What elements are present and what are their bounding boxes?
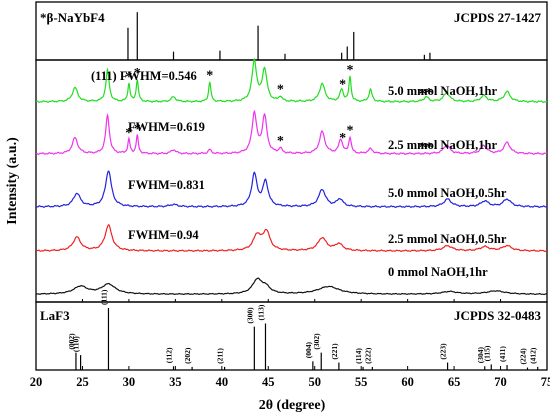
- phase-marker-star: *: [339, 78, 346, 93]
- y-axis-label: Intensity (a.u.): [5, 137, 20, 225]
- hkl-label: (221): [330, 343, 339, 360]
- hkl-label: (223): [439, 343, 448, 360]
- hkl-label: (113): [257, 304, 266, 320]
- series-label: 2.5 mmol NaOH,0.5hr: [388, 232, 507, 246]
- plot-frames: [35, 1, 548, 371]
- hkl-label: (222): [363, 347, 372, 364]
- x-tick-label: 70: [494, 375, 507, 389]
- phase-marker-star: *: [134, 122, 141, 137]
- bottom-panel-frame: [35, 301, 548, 371]
- phase-marker-star: *: [339, 131, 346, 146]
- phase-marker-star: *: [277, 82, 284, 97]
- series-annotation: FWHM=0.619: [128, 120, 205, 134]
- x-axis-ticks: 20 25 30 35 40 45 50 55 60 65 70 75: [30, 299, 550, 389]
- hkl-label: (300): [245, 307, 254, 324]
- series-annotation: (111) FWHM=0.546: [91, 69, 197, 83]
- x-tick-label: 40: [216, 375, 229, 389]
- phase-marker-star: *: [134, 66, 141, 81]
- x-tick-label: 30: [123, 375, 136, 389]
- hkl-label: (412): [529, 347, 538, 364]
- phase-marker-star: *: [206, 68, 213, 83]
- series-line: [35, 109, 548, 156]
- reference-bottom-group: (002)(110) (111) (112) (202) (211) (300) (113)…: [67, 289, 539, 370]
- series-line: [35, 170, 548, 209]
- hkl-label: (112): [165, 347, 174, 363]
- series-label: 2.5 mmol NaOH,1hr: [388, 138, 497, 152]
- hkl-label: (304): [476, 347, 485, 364]
- x-tick-label: 35: [169, 375, 182, 389]
- hkl-label: (411): [498, 346, 507, 362]
- series-line: [35, 224, 548, 253]
- reference-top-group: [127, 12, 431, 60]
- top-legend: *β-NaYbF4: [40, 10, 105, 25]
- series-label: 5.0 mmol NaOH,1hr: [388, 84, 497, 98]
- x-tick-label: 60: [401, 375, 414, 389]
- hkl-label: (114): [354, 348, 363, 364]
- hkl-label: (115): [482, 345, 491, 361]
- series-annotation: FWHM=0.94: [128, 228, 199, 242]
- hkl-label: (224): [519, 348, 528, 365]
- hkl-label: (004): [304, 342, 313, 359]
- x-tick-label: 20: [30, 375, 43, 389]
- phase-marker-star: *: [426, 86, 433, 101]
- series-group: 5.0 mmol NaOH,1hr(111) FWHM=0.546* * ** ***…: [35, 57, 548, 296]
- phase-marker-star: *: [125, 126, 132, 141]
- series-label: 0 mmol NaOH,1hr: [388, 265, 488, 279]
- hkl-label: (111): [100, 289, 109, 305]
- x-tick-label: 75: [541, 375, 550, 389]
- hkl-label: (302): [312, 333, 321, 350]
- hkl-label: (002): [67, 333, 76, 350]
- x-tick-label: 55: [355, 375, 368, 389]
- hkl-label: (110): [72, 336, 81, 352]
- phase-marker-star: *: [347, 63, 354, 78]
- series-label: 5.0 mmol NaOH,0.5hr: [388, 186, 507, 200]
- phase-marker-star: *: [125, 70, 132, 85]
- series-line: [35, 277, 548, 296]
- bottom-card: JCPDS 32-0483: [454, 308, 542, 323]
- phase-marker-star: *: [426, 140, 433, 155]
- x-axis-label: 2θ (degree): [259, 398, 326, 413]
- x-tick-label: 25: [76, 375, 89, 389]
- phase-marker-star: *: [419, 87, 426, 102]
- x-tick-label: 45: [262, 375, 275, 389]
- bottom-legend: LaF3: [40, 308, 70, 323]
- x-tick-label: 65: [448, 375, 461, 389]
- phase-marker-star: *: [419, 140, 426, 155]
- x-tick-label: 50: [308, 375, 321, 389]
- top-card: JCPDS 27-1427: [454, 10, 542, 25]
- hkl-label: (211): [216, 348, 225, 364]
- phase-marker-star: *: [347, 123, 354, 138]
- phase-marker-star: *: [277, 134, 284, 149]
- series-line: [35, 57, 548, 104]
- series-annotation: FWHM=0.831: [128, 178, 205, 192]
- hkl-label: (202): [183, 347, 192, 364]
